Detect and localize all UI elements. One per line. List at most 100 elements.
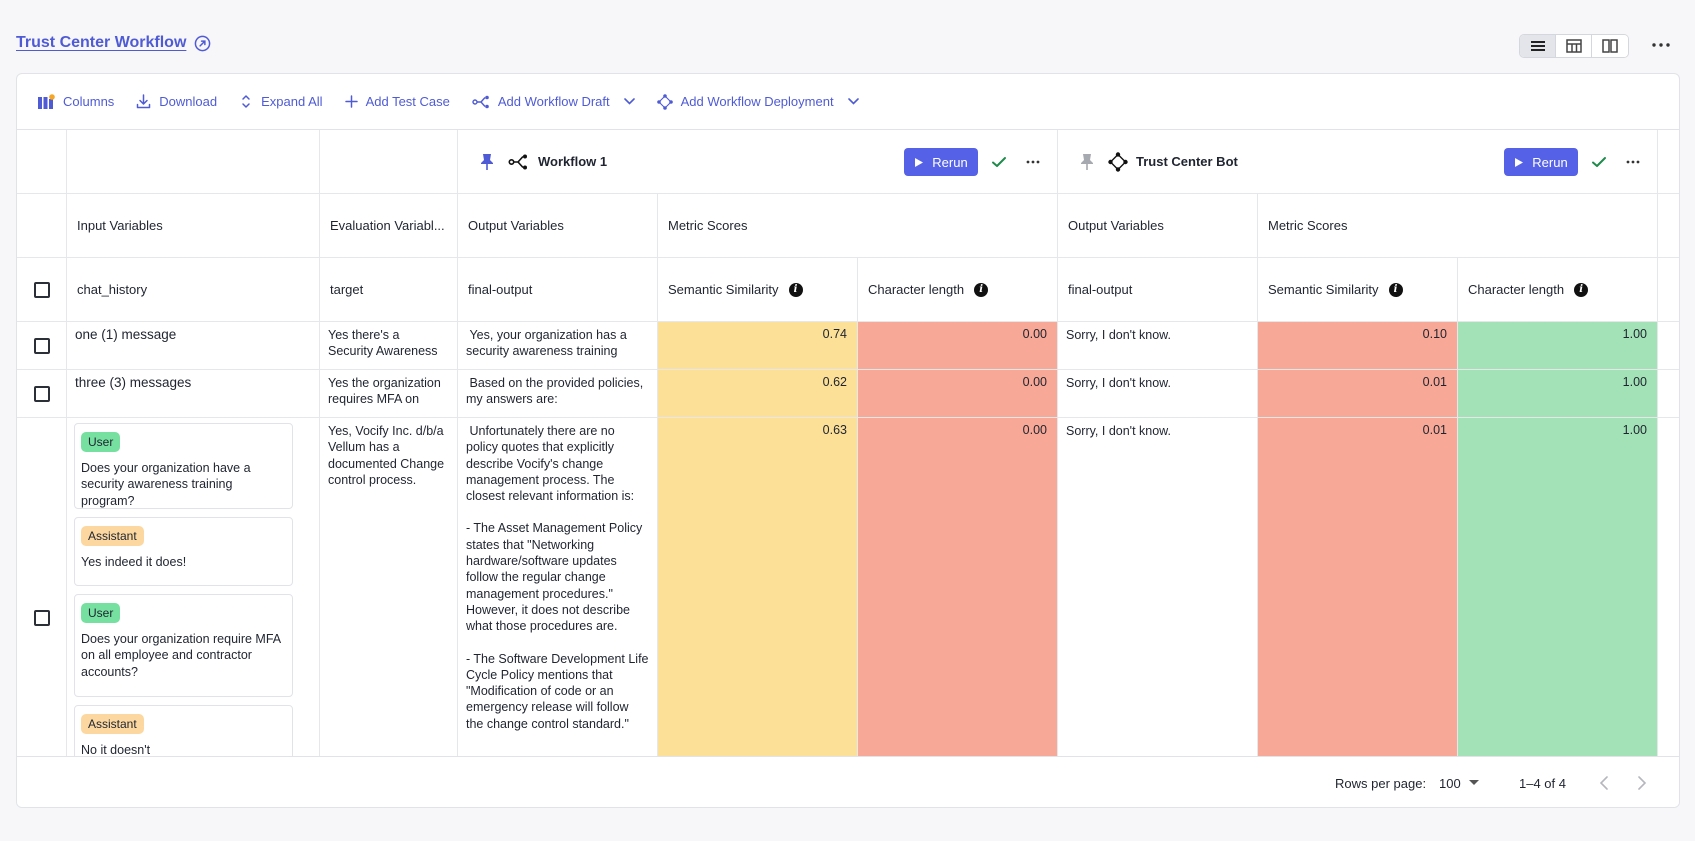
row-checkbox[interactable]: [34, 385, 50, 402]
pin-icon[interactable]: [1080, 153, 1094, 171]
target-cell[interactable]: Yes the organization requires MFA on: [320, 370, 458, 417]
output-cell[interactable]: Sorry, I don't know.: [1058, 418, 1258, 756]
rerun-button-trust-center-bot[interactable]: Rerun: [1504, 148, 1578, 176]
semantic-similarity-header[interactable]: Semantic Similarity i: [1258, 258, 1458, 321]
final-output-header[interactable]: final-output: [1058, 258, 1258, 321]
chevron-left-icon[interactable]: [1599, 776, 1609, 790]
score-cell[interactable]: 0.74: [658, 322, 858, 369]
target-cell[interactable]: Yes, Vocify Inc. d/b/a Vellum has a docu…: [320, 418, 458, 756]
rerun-button-workflow-1[interactable]: Rerun: [904, 148, 978, 176]
output-cell[interactable]: Sorry, I don't know.: [1058, 322, 1258, 369]
output-cell[interactable]: Unfortunately there are no policy quotes…: [458, 418, 658, 756]
target-cell[interactable]: Yes there's a Security Awareness: [320, 322, 458, 369]
info-icon[interactable]: i: [974, 282, 989, 297]
chevron-right-icon[interactable]: [1637, 776, 1647, 790]
add-test-case-button[interactable]: Add Test Case: [344, 94, 450, 109]
semantic-similarity-header[interactable]: Semantic Similarity i: [658, 258, 858, 321]
add-workflow-draft-button[interactable]: Add Workflow Draft: [472, 94, 635, 109]
input-cell[interactable]: one (1) message: [67, 322, 320, 369]
metric-scores-label: Metric Scores: [668, 218, 748, 233]
external-link-icon[interactable]: [194, 35, 211, 52]
check-icon: [1592, 157, 1606, 167]
role-badge-assistant: Assistant: [81, 526, 144, 546]
workflow-1-name: Workflow 1: [538, 154, 608, 169]
output-cell[interactable]: Yes, your organization has a security aw…: [458, 322, 658, 369]
row-checkbox[interactable]: [34, 610, 50, 626]
output-value: Based on the provided policies, my answe…: [466, 376, 647, 407]
output-variables-header[interactable]: Output Variables: [1058, 194, 1258, 257]
table-view-icon: [1565, 39, 1582, 53]
evaluation-variables-header[interactable]: Evaluation Variabl...: [320, 194, 458, 257]
chat-history-cell[interactable]: User Does your organization have a secur…: [67, 418, 320, 756]
table-view-button[interactable]: [1556, 35, 1592, 57]
output-variables-header[interactable]: Output Variables: [458, 194, 658, 257]
score-cell[interactable]: 0.01: [1258, 370, 1458, 417]
add-test-case-label: Add Test Case: [365, 94, 450, 109]
character-length-header[interactable]: Character length i: [1458, 258, 1658, 321]
header-blank: [320, 130, 458, 193]
list-view-button[interactable]: [1520, 35, 1556, 57]
score-cell[interactable]: 1.00: [1458, 418, 1658, 756]
page-title[interactable]: Trust Center Workflow: [16, 34, 187, 51]
score-cell[interactable]: 0.00: [858, 322, 1058, 369]
score-cell[interactable]: 0.01: [1258, 418, 1458, 756]
add-workflow-deployment-button[interactable]: Add Workflow Deployment: [656, 93, 859, 110]
score-cell[interactable]: 0.63: [658, 418, 858, 756]
character-length-value: 0.00: [1022, 423, 1047, 437]
rows-per-page-select[interactable]: 100: [1439, 776, 1479, 791]
row-checkbox[interactable]: [34, 337, 50, 354]
trust-center-bot-name: Trust Center Bot: [1136, 154, 1238, 169]
info-icon[interactable]: i: [1574, 282, 1589, 297]
target-header[interactable]: target: [320, 258, 458, 321]
semantic-similarity-value: 0.63: [822, 423, 847, 437]
score-cell[interactable]: 1.00: [1458, 322, 1658, 369]
toolbar: Columns Download Expand All Add Test Cas…: [17, 74, 1679, 129]
score-cell[interactable]: 0.00: [858, 418, 1058, 756]
score-cell[interactable]: 0.00: [858, 370, 1058, 417]
target-value: Yes, Vocify Inc. d/b/a Vellum has a docu…: [328, 424, 445, 487]
chevron-down-icon: [623, 98, 635, 105]
score-cell[interactable]: 0.62: [658, 370, 858, 417]
download-button[interactable]: Download: [136, 94, 217, 109]
workflow-icon: [508, 154, 527, 169]
final-output-label: final-output: [468, 282, 533, 297]
message-text: Yes indeed it does!: [81, 555, 187, 569]
table-row[interactable]: three (3) messages Yes the organization …: [17, 370, 1679, 418]
input-value: three (3) messages: [75, 375, 192, 390]
output-cell[interactable]: Sorry, I don't know.: [1058, 370, 1258, 417]
input-variables-header[interactable]: Input Variables: [67, 194, 320, 257]
metric-scores-header[interactable]: Metric Scores: [1258, 194, 1658, 257]
info-icon[interactable]: i: [1388, 282, 1403, 297]
pin-icon[interactable]: [480, 153, 494, 171]
score-cell[interactable]: 0.10: [1258, 322, 1458, 369]
character-length-header[interactable]: Character length i: [858, 258, 1058, 321]
table-row[interactable]: one (1) message Yes there's a Security A…: [17, 322, 1679, 370]
output-cell[interactable]: Based on the provided policies, my answe…: [458, 370, 658, 417]
character-length-value: 1.00: [1622, 423, 1647, 437]
output-value: Sorry, I don't know.: [1066, 424, 1171, 438]
message-text: Does your organization require MFA on al…: [81, 632, 281, 679]
select-all-checkbox[interactable]: [34, 281, 50, 298]
score-cell[interactable]: 1.00: [1458, 370, 1658, 417]
workflow-1-more-button[interactable]: [1023, 154, 1043, 170]
input-variables-label: Input Variables: [77, 218, 163, 233]
input-cell[interactable]: three (3) messages: [67, 370, 320, 417]
output-value: Sorry, I don't know.: [1066, 328, 1171, 342]
row-select-cell: [17, 370, 67, 417]
columns-button[interactable]: Columns: [37, 93, 114, 110]
output-paragraph: - The Asset Management Policy states tha…: [466, 521, 643, 634]
expand-all-button[interactable]: Expand All: [239, 94, 323, 109]
final-output-header[interactable]: final-output: [458, 258, 658, 321]
table-row[interactable]: User Does your organization have a secur…: [17, 418, 1679, 756]
info-icon[interactable]: i: [788, 282, 803, 297]
character-length-label: Character length: [1468, 282, 1565, 297]
metric-scores-header[interactable]: Metric Scores: [658, 194, 1058, 257]
select-all-cell: [17, 258, 67, 321]
chat-history-header[interactable]: chat_history: [67, 258, 320, 321]
page-more-button[interactable]: [1649, 36, 1673, 54]
target-value: Yes there's a Security Awareness: [328, 328, 438, 359]
trust-center-bot-more-button[interactable]: [1623, 154, 1643, 170]
chat-message: Assistant No it doesn't: [74, 705, 293, 756]
columns-icon: [38, 93, 55, 109]
split-view-button[interactable]: [1592, 35, 1628, 57]
